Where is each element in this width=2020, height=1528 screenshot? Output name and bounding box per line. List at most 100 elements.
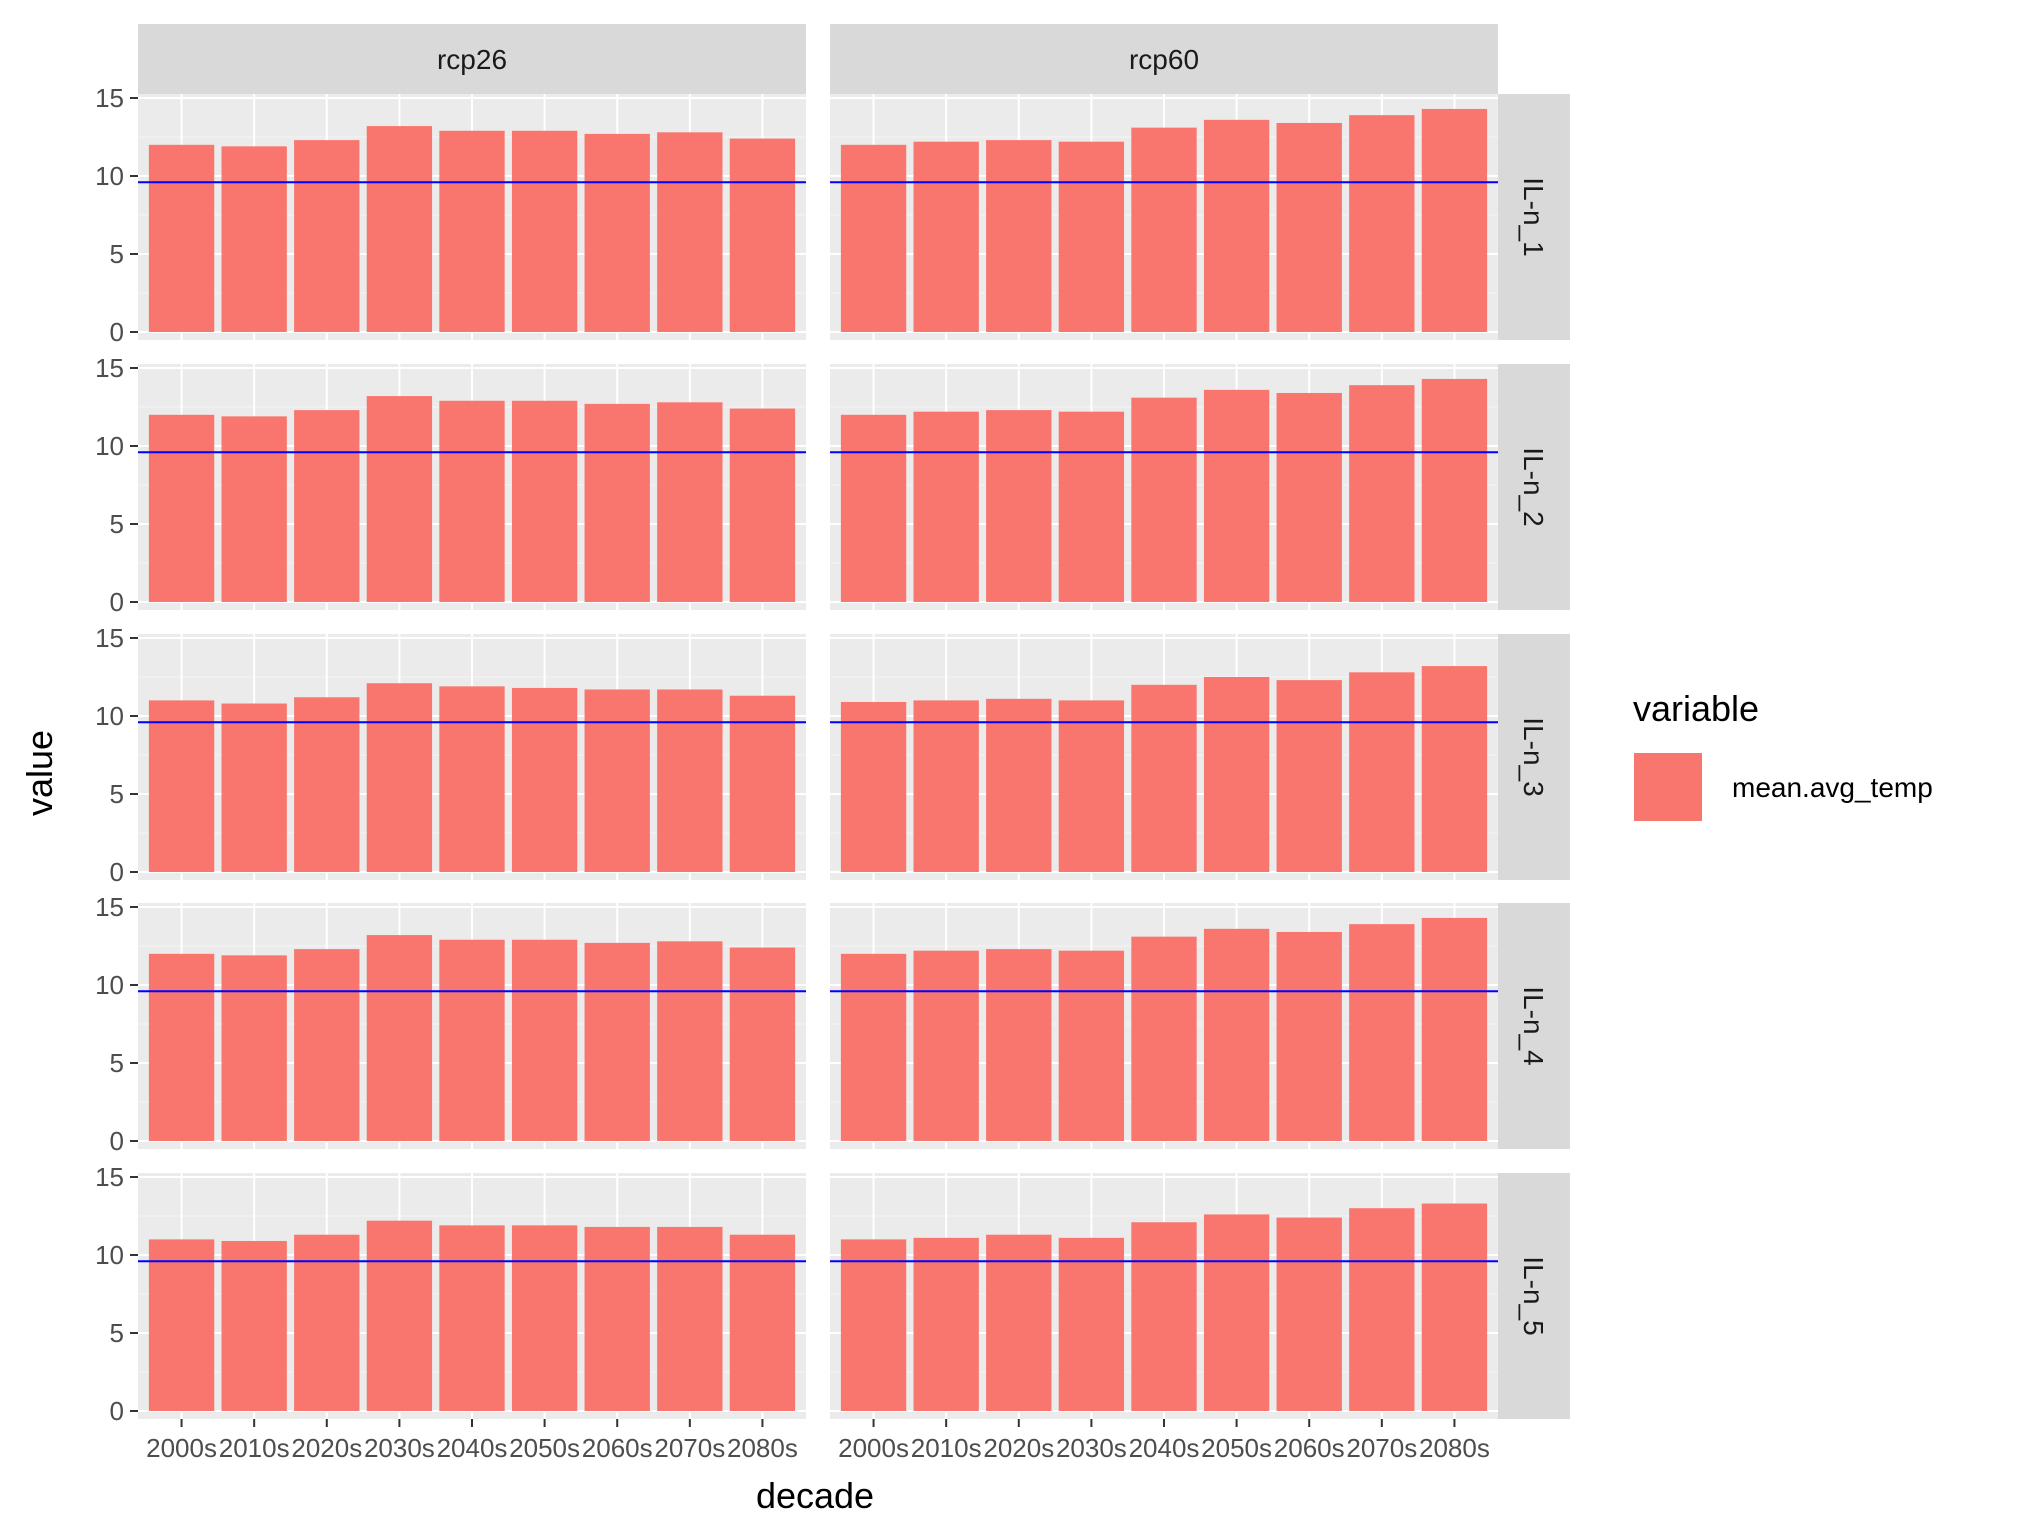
- bar-2030s: [1058, 700, 1125, 872]
- y-tick-label: 0: [110, 587, 124, 617]
- strip-IL-n_4: IL-n_4: [1498, 903, 1570, 1149]
- y-axis-IL-n_5: 0 5 10 15: [95, 1162, 138, 1426]
- y-tick-label: 5: [110, 239, 124, 269]
- bar-2000s: [148, 700, 215, 872]
- panel-IL-n_2-rcp26: [138, 364, 806, 610]
- strip-rcp60: rcp60: [830, 24, 1498, 94]
- y-tick-label: 5: [110, 1318, 124, 1348]
- y-axis-IL-n_4: 0 5 10 15: [95, 892, 138, 1156]
- bar-2050s: [1203, 677, 1270, 872]
- row-strips: IL-n_1 IL-n_2 IL-n_3 IL-n_4 IL-n_5: [1498, 94, 1570, 1419]
- bar-2000s: [840, 414, 907, 602]
- x-tick-label: 2020s: [291, 1433, 362, 1463]
- bar-2030s: [1058, 1237, 1125, 1411]
- strip-IL-n_2: IL-n_2: [1498, 364, 1570, 610]
- bar-2060s: [1276, 931, 1342, 1141]
- bar-2010s: [913, 1237, 979, 1411]
- x-tick-label: 2060s: [1274, 1433, 1345, 1463]
- bar-2080s: [729, 1234, 796, 1411]
- bar-2040s: [439, 130, 505, 332]
- bar-2020s: [986, 698, 1052, 872]
- strip-IL-n_5: IL-n_5: [1498, 1173, 1570, 1419]
- bar-2020s: [294, 410, 360, 602]
- bar-2020s: [986, 949, 1052, 1141]
- y-tick-label: 15: [95, 83, 124, 113]
- x-tick-label: 2050s: [509, 1433, 580, 1463]
- panel-IL-n_4-rcp60: [830, 903, 1498, 1149]
- bar-2080s: [1421, 917, 1488, 1141]
- bar-2020s: [294, 1234, 360, 1411]
- bar-2010s: [913, 411, 979, 602]
- strip-label: rcp26: [437, 44, 507, 75]
- bar-2050s: [511, 130, 578, 332]
- bar-2030s: [366, 683, 433, 872]
- panel-IL-n_1-rcp60: [830, 94, 1498, 340]
- bar-2020s: [986, 1234, 1052, 1411]
- bar-2070s: [1349, 1208, 1415, 1411]
- bar-2050s: [1203, 1214, 1270, 1411]
- bar-2080s: [1421, 1203, 1488, 1411]
- y-axis-IL-n_2: 0 5 10 15: [95, 353, 138, 617]
- bar-2010s: [221, 1240, 287, 1411]
- bar-2000s: [840, 701, 907, 872]
- x-tick-label: 2000s: [146, 1433, 217, 1463]
- strip-IL-n_1: IL-n_1: [1498, 94, 1570, 340]
- bar-2000s: [840, 144, 907, 332]
- x-tick-label: 2040s: [437, 1433, 508, 1463]
- bar-2060s: [584, 689, 650, 872]
- strip-label: IL-n_3: [1518, 717, 1549, 796]
- strip-background: [830, 24, 1498, 94]
- bar-2040s: [439, 939, 505, 1141]
- bar-2030s: [366, 1220, 433, 1411]
- panel-IL-n_1-rcp26: [138, 94, 806, 340]
- bar-2060s: [1276, 392, 1342, 602]
- bar-2030s: [366, 126, 433, 332]
- y-tick-label: 10: [95, 970, 124, 1000]
- bar-2000s: [840, 953, 907, 1141]
- y-tick-label: 5: [110, 1048, 124, 1078]
- bar-2010s: [221, 703, 287, 872]
- x-tick-label: 2080s: [1419, 1433, 1490, 1463]
- bar-2010s: [221, 416, 287, 602]
- bar-2060s: [1276, 122, 1342, 333]
- strip-label: IL-n_4: [1518, 986, 1549, 1065]
- y-tick-label: 10: [95, 1240, 124, 1270]
- strip-background: [1498, 364, 1570, 610]
- bar-2050s: [1203, 119, 1270, 332]
- bar-2060s: [584, 942, 650, 1141]
- bar-2030s: [1058, 411, 1125, 602]
- bar-2080s: [729, 138, 796, 332]
- strip-label: IL-n_2: [1518, 447, 1549, 526]
- panel-IL-n_5-rcp26: [138, 1173, 806, 1419]
- bar-2030s: [1058, 141, 1125, 332]
- strip-background: [1498, 634, 1570, 880]
- bar-2080s: [729, 695, 796, 872]
- x-tick-label: 2050s: [1201, 1433, 1272, 1463]
- bar-2050s: [1203, 928, 1270, 1141]
- legend: variable mean.avg_temp: [1632, 688, 1933, 823]
- bar-2010s: [221, 146, 287, 332]
- bar-2060s: [584, 133, 650, 332]
- facet-panels: [138, 94, 1498, 1419]
- bar-2020s: [294, 140, 360, 332]
- bar-2010s: [221, 955, 287, 1141]
- bar-2010s: [913, 950, 979, 1141]
- y-tick-label: 15: [95, 353, 124, 383]
- y-tick-label: 15: [95, 623, 124, 653]
- bar-2050s: [511, 687, 578, 872]
- strip-label: IL-n_1: [1518, 177, 1549, 256]
- bar-2050s: [511, 1225, 578, 1411]
- bar-2070s: [657, 689, 723, 872]
- y-axis-IL-n_1: 0 5 10 15: [95, 83, 138, 347]
- bar-2050s: [511, 400, 578, 602]
- bar-2040s: [1131, 397, 1197, 602]
- bar-2070s: [1349, 672, 1415, 872]
- bar-2000s: [148, 953, 215, 1141]
- column-strips: rcp26 rcp60: [138, 24, 1498, 94]
- bar-2020s: [986, 140, 1052, 332]
- panel-IL-n_2-rcp60: [830, 364, 1498, 610]
- strip-background: [1498, 903, 1570, 1149]
- legend-key: [1632, 751, 1704, 823]
- bar-2000s: [148, 1239, 215, 1411]
- panel-IL-n_3-rcp60: [830, 634, 1498, 880]
